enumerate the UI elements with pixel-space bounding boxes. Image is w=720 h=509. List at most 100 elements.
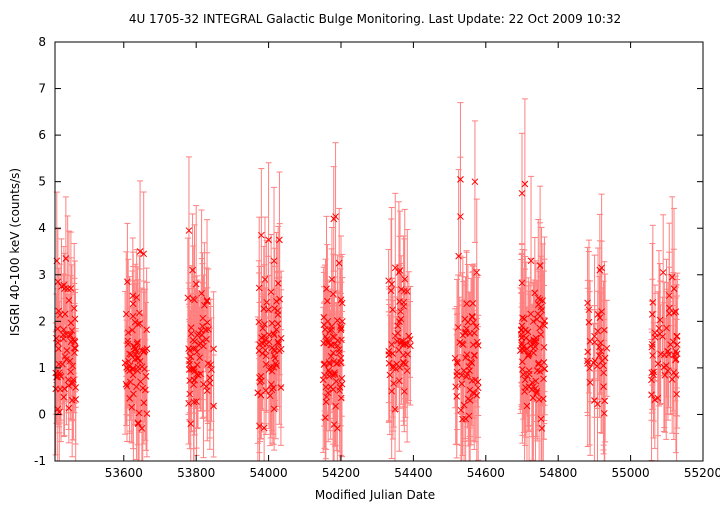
data-point: [649, 352, 657, 359]
data-point-stroke: [468, 313, 476, 320]
data-point: [519, 314, 526, 322]
data-point-stroke: [270, 352, 278, 360]
data-point-stroke: [52, 385, 60, 393]
data-point: [273, 298, 280, 305]
data-point: [268, 380, 275, 388]
data-point-stroke: [129, 371, 137, 379]
data-point-stroke: [536, 262, 544, 269]
data-point: [595, 343, 603, 351]
data-point-stroke: [187, 324, 195, 332]
data-point-stroke: [651, 396, 659, 404]
data-point: [596, 314, 604, 321]
data-point-stroke: [395, 269, 403, 276]
data-point-stroke: [672, 308, 680, 316]
data-point-stroke: [474, 384, 482, 392]
data-point: [54, 339, 62, 346]
data-point-stroke: [537, 415, 545, 423]
data-point-stroke: [585, 318, 593, 326]
data-point: [597, 347, 605, 355]
data-point-stroke: [66, 331, 74, 339]
data-point: [325, 372, 333, 380]
data-point: [594, 310, 602, 318]
data-point-stroke: [324, 389, 332, 397]
data-point: [524, 352, 532, 360]
data-point: [337, 324, 345, 332]
data-point: [468, 313, 476, 320]
data-point: [185, 400, 192, 407]
data-point-stroke: [670, 309, 678, 316]
data-point-stroke: [187, 353, 194, 361]
data-point: [270, 257, 278, 265]
data-point: [121, 359, 129, 367]
data-point: [535, 361, 542, 368]
data-point: [129, 364, 137, 372]
data-point: [201, 301, 208, 309]
data-point-stroke: [586, 379, 594, 386]
data-point-stroke: [124, 340, 132, 348]
data-point: [651, 396, 659, 404]
data-point-stroke: [207, 361, 215, 369]
data-point-stroke: [70, 344, 78, 352]
data-point-stroke: [518, 279, 526, 287]
data-point-stroke: [400, 351, 407, 359]
data-point: [536, 324, 544, 332]
data-point-stroke: [189, 295, 197, 303]
data-point-stroke: [206, 374, 214, 382]
data-point: [143, 326, 150, 334]
data-point: [663, 324, 670, 332]
data-point: [257, 231, 265, 239]
data-point-stroke: [665, 292, 673, 299]
data-point-stroke: [270, 345, 278, 353]
data-point-stroke: [663, 324, 670, 332]
data-point-stroke: [69, 362, 76, 370]
data-point-stroke: [203, 319, 211, 326]
data-point: [52, 385, 60, 393]
data-point-stroke: [601, 397, 609, 405]
data-point-stroke: [473, 391, 481, 399]
data-point-stroke: [136, 248, 144, 255]
data-point-stroke: [337, 323, 344, 330]
data-point-stroke: [600, 409, 608, 417]
data-point-stroke: [517, 327, 525, 334]
data-point-stroke: [54, 325, 61, 333]
data-point: [388, 341, 396, 348]
data-point: [200, 342, 207, 350]
data-point: [54, 405, 62, 413]
data-point-stroke: [521, 180, 529, 188]
data-point-stroke: [274, 320, 282, 328]
data-point-stroke: [67, 319, 75, 327]
data-point-stroke: [594, 310, 602, 318]
data-point: [649, 299, 657, 306]
data-point: [323, 336, 331, 343]
data-point: [127, 378, 134, 386]
data-point-stroke: [136, 357, 144, 365]
data-point-stroke: [130, 342, 138, 350]
data-point: [188, 365, 195, 373]
data-point: [65, 382, 73, 389]
data-points-layer: [52, 175, 681, 432]
data-point-stroke: [265, 331, 273, 339]
data-point-stroke: [198, 290, 205, 297]
data-point: [320, 321, 328, 329]
data-point-stroke: [458, 371, 466, 379]
data-point: [395, 377, 403, 385]
data-point: [321, 371, 328, 379]
data-point: [524, 328, 532, 336]
error-bars-layer: [52, 98, 681, 462]
data-point-stroke: [70, 304, 78, 312]
data-point-stroke: [518, 358, 526, 366]
data-point: [400, 298, 407, 306]
data-point: [61, 285, 68, 292]
data-point-stroke: [203, 297, 211, 304]
data-point-stroke: [387, 287, 395, 294]
data-point-stroke: [326, 327, 334, 335]
data-point: [338, 318, 346, 325]
data-point: [470, 319, 477, 326]
data-point: [329, 349, 337, 357]
data-point-stroke: [276, 236, 283, 244]
data-point-stroke: [259, 350, 266, 357]
data-point: [598, 308, 606, 315]
data-point-stroke: [127, 351, 135, 358]
data-point-stroke: [257, 231, 265, 239]
data-point: [595, 352, 603, 359]
